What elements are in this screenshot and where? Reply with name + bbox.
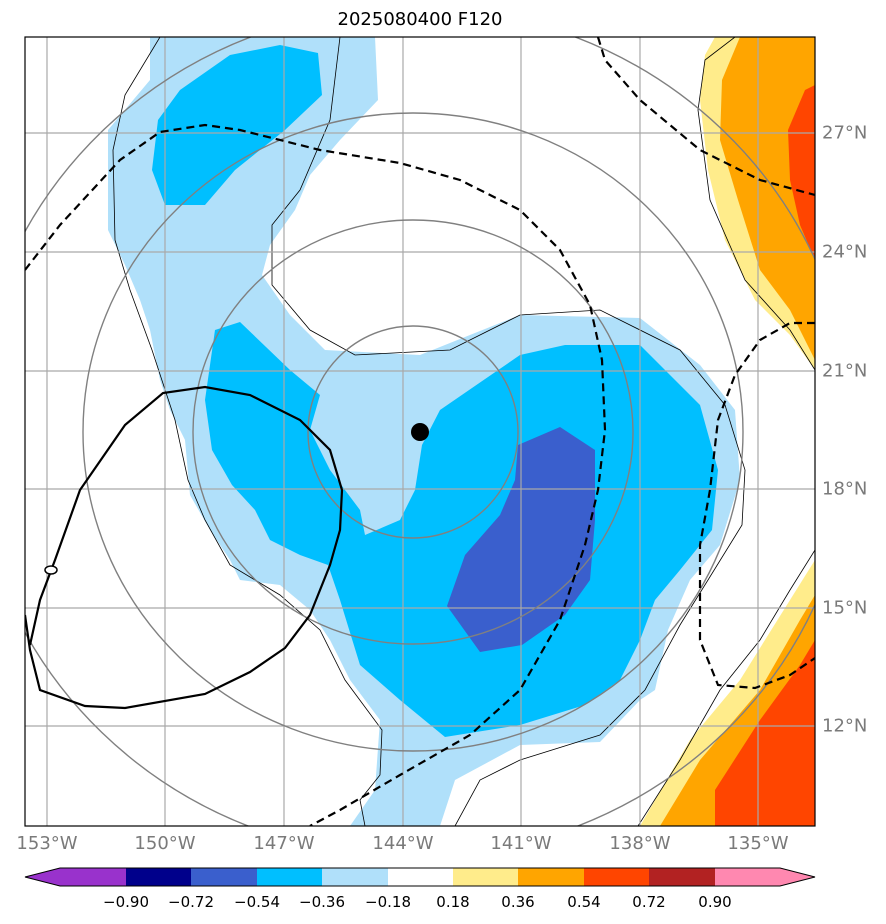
colorbar-label-9: 0.72	[632, 893, 666, 911]
anomaly-blue-region-north	[152, 45, 322, 205]
lon-label-153w: 153°W	[16, 833, 78, 854]
colorbar-seg-5	[322, 868, 388, 886]
lat-label-27n: 27°N	[822, 122, 868, 144]
lon-label-135w: 135°W	[727, 833, 789, 854]
colorbar-label-7: 0.36	[501, 893, 535, 911]
thin-contour-southeast	[637, 549, 815, 826]
colorbar-label-2: −0.72	[168, 893, 214, 911]
colorbar-seg-1	[60, 868, 126, 886]
lon-label-144w: 144°W	[372, 833, 434, 854]
dashed-contours	[25, 37, 815, 826]
colorbar-label-1: −0.90	[103, 893, 149, 911]
distance-rings	[25, 37, 815, 826]
colorbar-label-4: −0.36	[299, 893, 345, 911]
colorbar-seg-3	[191, 868, 257, 886]
colorbar-outline	[24, 867, 816, 887]
colorbar-seg-8	[518, 868, 584, 886]
thin-contour-east	[697, 37, 815, 371]
lat-label-18n: 18°N	[822, 478, 868, 500]
thin-contour-upper	[271, 37, 746, 826]
lat-label-12n: 12°N	[822, 715, 868, 737]
lat-label-21n: 21°N	[822, 360, 868, 382]
colorbar	[24, 867, 816, 887]
thin-contour-west	[112, 37, 383, 826]
colorbar-seg-2	[126, 868, 191, 886]
colorbar-seg-9	[584, 868, 649, 886]
colorbar-label-10: 0.90	[698, 893, 732, 911]
colorbar-label-6: 0.18	[436, 893, 470, 911]
colorbar-label-3: −0.54	[234, 893, 280, 911]
storm-center-marker	[411, 423, 429, 441]
colorbar-extend-max	[780, 868, 815, 886]
colorbar-seg-10	[649, 868, 715, 886]
lon-label-141w: 141°W	[490, 833, 552, 854]
map-title: 2025080400 F120	[337, 9, 503, 30]
lon-label-150w: 150°W	[134, 833, 196, 854]
colorbar-seg-4	[257, 868, 322, 886]
colorbar-label-5: −0.18	[365, 893, 411, 911]
colorbar-extend-min	[25, 868, 60, 886]
colorbar-seg-11	[715, 868, 780, 886]
colorbar-label-8: 0.54	[567, 893, 601, 911]
lon-label-147w: 147°W	[253, 833, 315, 854]
plot-frame	[24, 36, 816, 827]
colorbar-segments	[25, 868, 815, 886]
colorbar-seg-7	[453, 868, 518, 886]
anomaly-red-region-se	[715, 640, 815, 826]
lon-label-138w: 138°W	[609, 833, 671, 854]
anomaly-blue-region-center	[205, 322, 718, 737]
anomaly-orange-region-ne	[720, 37, 815, 360]
anomaly-red-region-ne	[788, 85, 815, 260]
lat-label-24n: 24°N	[822, 241, 868, 263]
lat-label-15n: 15°N	[822, 597, 868, 619]
solid-contour-west	[25, 385, 344, 710]
colorbar-seg-6	[388, 868, 453, 886]
small-closed-contour	[44, 565, 58, 575]
